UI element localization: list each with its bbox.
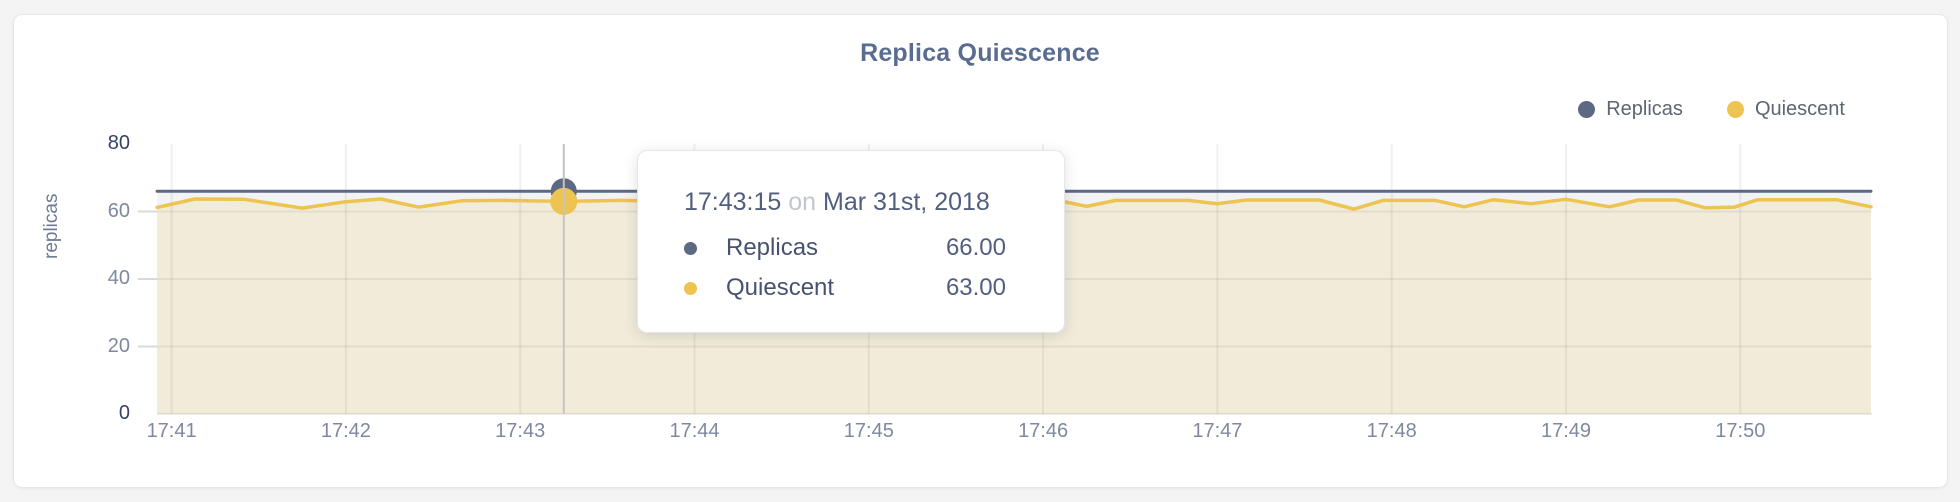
tooltip-series-label: Replicas: [726, 234, 819, 261]
tooltip-series-label: Quiescent: [726, 274, 835, 301]
y-tick-label: 40: [107, 267, 130, 289]
hover-tooltip: 17:43:15 on Mar 31st, 2018 Replicas 66.0…: [637, 150, 1065, 333]
x-tick-label: 17:45: [843, 420, 894, 442]
legend-item-replicas[interactable]: Replicas: [1578, 98, 1683, 121]
tooltip-date: Mar 31st, 2018: [823, 188, 990, 216]
x-tick-label: 17:49: [1540, 420, 1592, 442]
tooltip-header: 17:43:15 on Mar 31st, 2018: [684, 188, 1006, 217]
y-tick-label: 80: [107, 132, 130, 154]
legend-item-quiescent[interactable]: Quiescent: [1726, 98, 1845, 121]
x-tick-label: 17:42: [320, 420, 371, 442]
y-tick-label: 20: [107, 334, 130, 357]
tooltip-time: 17:43:15: [684, 188, 782, 216]
legend: Replicas Quiescent: [1578, 98, 1845, 121]
tooltip-row-replicas: Replicas 66.00: [684, 234, 1006, 262]
chart-title: Replica Quiescence: [860, 39, 1100, 67]
tooltip-row-quiescent: Quiescent 63.00: [684, 274, 1006, 302]
replicas-series-dot-icon: [1578, 101, 1596, 118]
quiescent-line: [155, 197, 1873, 211]
quiescent-series-dot-icon: [1726, 101, 1744, 118]
x-tick-label: 17:44: [669, 420, 720, 442]
tooltip-series-value: 66.00: [945, 234, 1006, 261]
tooltip-connector: on: [788, 188, 817, 216]
x-tick-label: 17:46: [1018, 420, 1069, 442]
legend-label: Replicas: [1606, 98, 1683, 120]
replicas-series-dot-icon: [684, 241, 697, 255]
legend-label: Quiescent: [1754, 98, 1845, 120]
x-tick-label: 17:50: [1715, 420, 1766, 442]
y-tick-label: 0: [118, 402, 130, 424]
x-tick-label: 17:41: [146, 420, 197, 442]
x-tick-label: 17:48: [1366, 420, 1417, 442]
y-tick-label: 60: [107, 199, 130, 222]
quiescent-series-dot-icon: [684, 281, 697, 295]
x-tick-label: 17:43: [495, 420, 546, 442]
tooltip-series-value: 63.00: [945, 274, 1006, 301]
x-tick-label: 17:47: [1192, 420, 1243, 442]
